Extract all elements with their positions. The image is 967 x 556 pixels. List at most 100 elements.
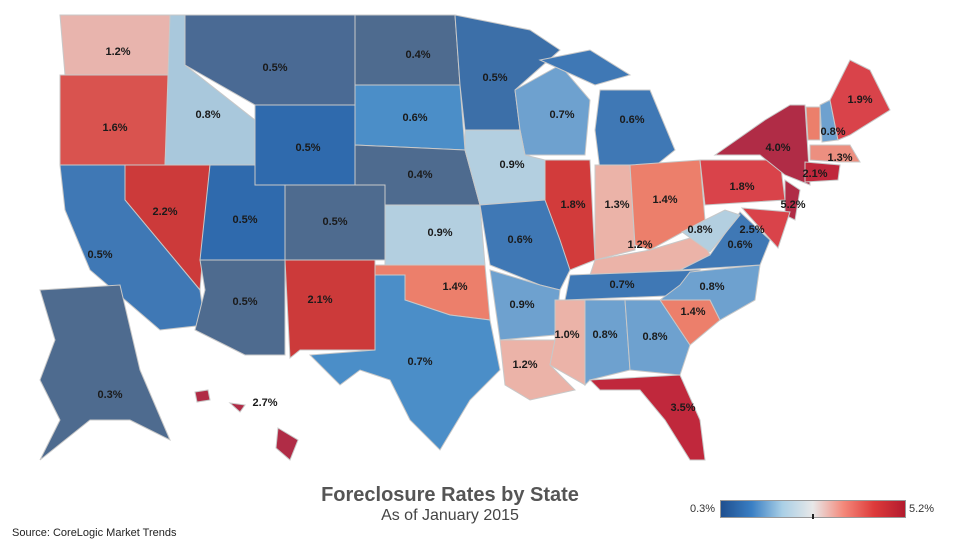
state-shape bbox=[681, 209, 741, 253]
us-choropleth-map: 1.2% 1.6% 0.8% 0.5% 0.4% 0.6% 0.5% 0.4% 0.5% 0.7%… bbox=[39, 14, 891, 461]
rate-label-sc: 1.4% bbox=[680, 306, 705, 318]
state-fl bbox=[588, 374, 706, 461]
state-nm bbox=[284, 259, 376, 360]
state-shape bbox=[588, 374, 706, 461]
rate-label-id: 0.8% bbox=[195, 109, 220, 121]
state-oh bbox=[629, 159, 706, 251]
rate-label-sd: 0.6% bbox=[402, 112, 427, 124]
rate-label-mt: 0.5% bbox=[262, 62, 287, 74]
rate-label-wv: 0.8% bbox=[687, 224, 712, 236]
rate-label-oh: 1.4% bbox=[652, 194, 677, 206]
state-shape bbox=[284, 259, 376, 360]
state-me bbox=[829, 59, 891, 141]
state-shape bbox=[629, 159, 706, 251]
rate-label-mn: 0.5% bbox=[482, 72, 507, 84]
rate-label-wi: 0.7% bbox=[549, 109, 574, 121]
state-shape bbox=[538, 49, 632, 86]
rate-label-nm: 2.1% bbox=[307, 294, 332, 306]
state-shape bbox=[713, 104, 811, 186]
state-ny bbox=[713, 104, 811, 186]
state-in bbox=[594, 164, 636, 261]
state-nc bbox=[658, 264, 761, 321]
rate-label-ia: 0.9% bbox=[499, 159, 524, 171]
state-shape bbox=[308, 274, 501, 451]
rate-label-ok: 1.4% bbox=[442, 281, 467, 293]
rate-label-nj: 5.2% bbox=[780, 199, 805, 211]
rate-label-or: 1.6% bbox=[102, 122, 127, 134]
rate-label-al: 0.8% bbox=[592, 329, 617, 341]
rate-label-ks: 0.9% bbox=[427, 227, 452, 239]
state-al bbox=[584, 299, 631, 387]
rate-label-nc: 0.8% bbox=[699, 281, 724, 293]
rate-label-md: 2.5% bbox=[739, 224, 764, 236]
state-shape bbox=[784, 179, 801, 221]
rate-label-ny: 4.0% bbox=[765, 142, 790, 154]
rate-label-ky: 1.2% bbox=[627, 239, 652, 251]
state-ms bbox=[549, 299, 586, 386]
rate-label-ms: 1.0% bbox=[554, 329, 579, 341]
rate-label-ut: 0.5% bbox=[232, 214, 257, 226]
state-shape bbox=[584, 299, 631, 387]
state-shape bbox=[658, 264, 761, 321]
state-shape bbox=[59, 74, 171, 166]
rate-label-ne: 0.4% bbox=[407, 169, 432, 181]
state-shape bbox=[624, 299, 691, 376]
legend-max-label: 5.2% bbox=[909, 503, 935, 515]
state-shape bbox=[809, 144, 861, 163]
map-subtitle: As of January 2015 bbox=[381, 507, 519, 524]
rate-label-co: 0.5% bbox=[322, 216, 347, 228]
rate-label-mi: 0.6% bbox=[619, 114, 644, 126]
rate-label-mo: 0.6% bbox=[507, 234, 532, 246]
rate-label-pa: 1.8% bbox=[729, 181, 754, 193]
state-shape bbox=[740, 207, 791, 249]
state-shape bbox=[829, 59, 891, 141]
rate-label-ak: 0.3% bbox=[97, 389, 122, 401]
source-note: Source: CoreLogic Market Trends bbox=[12, 527, 177, 539]
state-shape bbox=[194, 389, 211, 403]
legend-midpoint-tick bbox=[812, 514, 814, 519]
state-shape bbox=[594, 89, 676, 171]
state-shape bbox=[679, 211, 771, 271]
state-shape bbox=[804, 161, 841, 183]
legend-min-label: 0.3% bbox=[690, 503, 716, 515]
state-hi bbox=[194, 389, 299, 461]
state-ct bbox=[804, 161, 841, 183]
state-ga bbox=[624, 299, 691, 376]
rate-label-nv: 2.2% bbox=[152, 206, 177, 218]
state-shape bbox=[275, 427, 299, 461]
state-mo bbox=[479, 199, 571, 291]
rate-label-la: 1.2% bbox=[512, 359, 537, 371]
map-title: Foreclosure Rates by State bbox=[321, 484, 579, 506]
rate-label-wy: 0.5% bbox=[295, 142, 320, 154]
rate-label-me: 1.9% bbox=[847, 94, 872, 106]
state-shape bbox=[594, 164, 636, 261]
rate-label-ma: 1.3% bbox=[827, 152, 852, 164]
state-va bbox=[679, 211, 771, 271]
state-shape bbox=[805, 106, 821, 141]
rate-label-hi: 2.7% bbox=[252, 397, 277, 409]
rate-label-nh: 0.8% bbox=[820, 126, 845, 138]
state-ma bbox=[809, 144, 861, 163]
state-wv bbox=[681, 209, 741, 253]
rate-label-ga: 0.8% bbox=[642, 331, 667, 343]
rate-label-wa: 1.2% bbox=[105, 46, 130, 58]
state-mi bbox=[538, 49, 676, 171]
state-nj bbox=[784, 179, 801, 221]
rate-label-tx: 0.7% bbox=[407, 356, 432, 368]
rate-label-va: 0.6% bbox=[727, 239, 752, 251]
state-shape bbox=[549, 299, 586, 386]
state-shape bbox=[479, 199, 571, 291]
rate-label-nd: 0.4% bbox=[405, 49, 430, 61]
rate-label-ca: 0.5% bbox=[87, 249, 112, 261]
state-ak bbox=[39, 284, 171, 461]
state-shape bbox=[39, 284, 171, 461]
state-or bbox=[59, 74, 171, 166]
state-md bbox=[740, 207, 791, 249]
state-tx bbox=[308, 274, 501, 451]
rate-label-ct: 2.1% bbox=[802, 168, 827, 180]
rate-label-az: 0.5% bbox=[232, 296, 257, 308]
rate-label-ar: 0.9% bbox=[509, 299, 534, 311]
rate-label-in: 1.3% bbox=[604, 199, 629, 211]
state-shape bbox=[228, 402, 246, 413]
rate-label-tn: 0.7% bbox=[609, 279, 634, 291]
